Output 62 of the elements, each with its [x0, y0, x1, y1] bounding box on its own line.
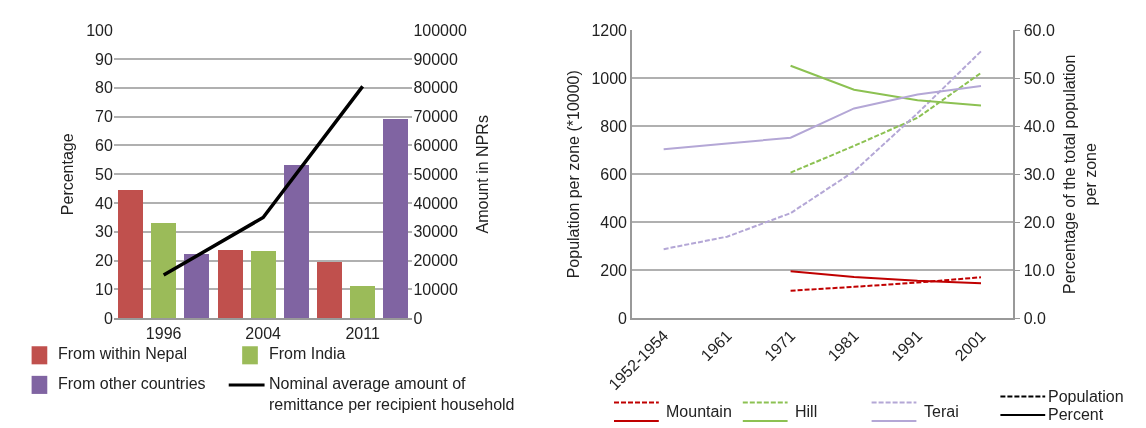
x-tick-label: 2011: [345, 325, 380, 343]
x-tick-label: 1996: [145, 325, 182, 343]
y-tick-label: 100: [86, 21, 114, 39]
y2-tick-label: 20.0: [1023, 213, 1055, 231]
y-tick-label: 1200: [591, 21, 628, 39]
bar: [349, 286, 375, 319]
bar: [382, 119, 408, 319]
y2-tick-label: 80000: [413, 79, 458, 97]
line-series: [662, 50, 982, 251]
y-tick-label: 400: [600, 213, 628, 231]
legend-label: From other countries: [58, 375, 206, 392]
y2-axis-title: Percentage of the total population per zone: [1061, 54, 1099, 294]
y-tick-label: 30: [95, 223, 114, 241]
y-axis-title: Percentage: [59, 133, 77, 216]
y2-tick-label: 30.0: [1023, 165, 1055, 183]
legend-label: From India: [269, 345, 346, 362]
y2-tick-label: 50.0: [1023, 69, 1055, 87]
y2-tick-label: 0.0: [1023, 309, 1047, 327]
y-tick-label: 40: [95, 194, 114, 212]
bar: [117, 190, 143, 319]
y2-axis-title: Amount in NPRs: [473, 115, 491, 234]
legend-label: Percent: [1048, 406, 1104, 423]
y2-tick-label: 40000: [413, 194, 458, 212]
bar: [283, 165, 309, 319]
y-tick-label: 20: [95, 252, 114, 270]
legend-label: Terai: [924, 403, 959, 420]
y2-tick-label: 50000: [413, 165, 458, 183]
y-tick-label: 0: [618, 309, 628, 327]
y-tick-label: 600: [600, 165, 628, 183]
y2-tick-label: 60.0: [1023, 21, 1055, 39]
bar: [217, 250, 243, 319]
bar: [183, 254, 209, 319]
y2-tick-label: 60000: [413, 137, 458, 155]
y-axis-title: Population per zone (*10000): [564, 70, 582, 279]
y-tick-label: 10: [95, 281, 114, 299]
bar: [150, 223, 176, 319]
legend-label: Population: [1048, 388, 1124, 405]
y-tick-label: 60: [95, 137, 114, 155]
legend-label: Mountain: [666, 403, 732, 420]
y-tick-label: 0: [104, 309, 114, 327]
y2-tick-label: 10000: [413, 281, 458, 299]
y2-tick-label: 30000: [413, 223, 458, 241]
y2-tick-label: 20000: [413, 252, 458, 270]
y-tick-label: 50: [95, 165, 114, 183]
legend-label: Hill: [795, 403, 818, 420]
y2-tick-label: 0: [413, 309, 423, 327]
y-tick-label: 90: [95, 50, 114, 68]
y2-tick-label: 10.0: [1023, 261, 1055, 279]
y-tick-label: 1000: [591, 69, 628, 87]
y2-tick-label: 100000: [413, 21, 467, 39]
legend-label: Nominal average amount of remittance per recipient household: [269, 375, 515, 413]
y-tick-label: 200: [600, 261, 628, 279]
bar: [316, 262, 342, 319]
x-tick-label: 2004: [245, 325, 282, 343]
y-tick-label: 800: [600, 117, 628, 135]
y-tick-label: 80: [95, 79, 114, 97]
y2-tick-label: 40.0: [1023, 117, 1055, 135]
y2-tick-label: 70000: [413, 108, 458, 126]
legend-label: From within Nepal: [58, 345, 187, 362]
bar: [250, 251, 276, 319]
y2-tick-label: 90000: [413, 50, 458, 68]
y-tick-label: 70: [95, 108, 114, 126]
